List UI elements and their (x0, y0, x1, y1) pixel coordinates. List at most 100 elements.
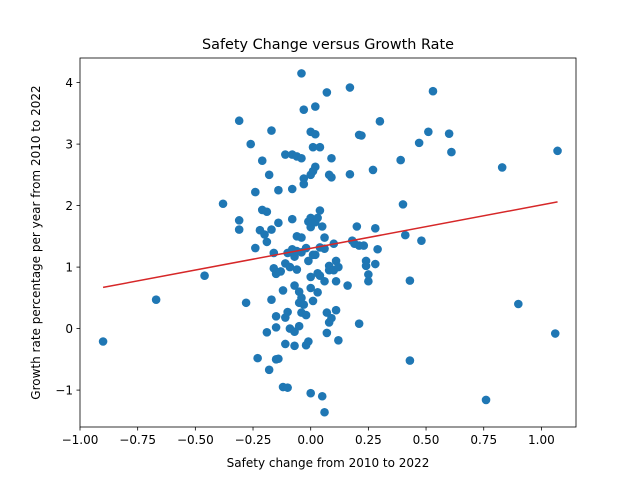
scatter-point (251, 187, 260, 197)
scatter-point (304, 256, 313, 266)
scatter-point (264, 365, 274, 375)
scatter-point (290, 281, 299, 290)
scatter-point (306, 388, 316, 398)
x-tick-label: −0.75 (119, 433, 156, 447)
points-layer (98, 69, 562, 417)
scatter-point (320, 276, 329, 286)
scatter-point (352, 222, 362, 231)
scatter-point (151, 295, 161, 304)
scatter-point (267, 126, 276, 135)
scatter-point (327, 313, 336, 323)
x-tick-label: −0.50 (177, 433, 214, 447)
y-tick-label: −1 (55, 383, 73, 397)
x-tick-label: 1.00 (528, 433, 555, 447)
scatter-point (357, 131, 366, 140)
scatter-point (320, 233, 329, 242)
scatter-point (267, 295, 276, 304)
scatter-point (514, 299, 523, 309)
scatter-point (234, 216, 244, 225)
scatter-point (241, 298, 251, 308)
plot-frame (79, 57, 577, 428)
scatter-point (271, 312, 281, 321)
scatter-point (414, 138, 424, 148)
scatter-point (313, 288, 322, 297)
scatter-point (334, 262, 343, 272)
scatter-point (317, 391, 327, 401)
scatter-point (444, 129, 454, 138)
scatter-point (322, 88, 332, 97)
scatter-point (315, 142, 325, 152)
scatter-point (285, 262, 295, 272)
scatter-point (283, 307, 292, 317)
scatter-point (428, 86, 438, 96)
scatter-point (274, 218, 283, 228)
x-tick-label: 0.25 (355, 433, 382, 447)
scatter-point (262, 207, 272, 217)
scatter-point (345, 83, 355, 92)
scatter-point (281, 339, 290, 349)
scatter-point (368, 165, 378, 175)
scatter-point (287, 184, 297, 194)
scatter-point (276, 267, 286, 276)
scatter-point (98, 337, 108, 346)
scatter-point (299, 179, 309, 189)
x-tick-label: −0.25 (235, 433, 272, 447)
scatter-point (370, 224, 380, 233)
scatter-point (550, 329, 560, 338)
scatter-point (262, 327, 272, 337)
scatter-point (260, 230, 269, 239)
scatter-point (361, 261, 371, 271)
scatter-point (264, 170, 274, 180)
scatter-point (274, 185, 283, 195)
scatter-point (297, 153, 306, 163)
trendline-layer (102, 201, 558, 289)
scatter-point (292, 265, 302, 274)
scatter-point (311, 162, 320, 172)
scatter-point (359, 241, 369, 250)
scatter-point (308, 296, 318, 306)
scatter-point (278, 286, 288, 295)
x-tick-label: 0.00 (297, 433, 324, 447)
y-tick-label: 4 (65, 76, 73, 90)
scatter-point (311, 102, 320, 111)
scatter-point (281, 150, 290, 159)
scatter-point (481, 395, 491, 405)
scatter-point (246, 139, 256, 149)
scatter-point (370, 259, 380, 269)
scatter-point (297, 69, 306, 78)
scatter-point (294, 321, 304, 331)
scatter-point (317, 222, 327, 231)
scatter-point (301, 310, 311, 320)
scatter-point (257, 156, 267, 165)
x-tick-label: 0.75 (470, 433, 497, 447)
scatter-point (251, 243, 260, 253)
scatter-point (396, 155, 405, 165)
scatter-point (405, 356, 415, 365)
scatter-point (313, 213, 322, 223)
x-axis-label: Safety change from 2010 to 2022 (227, 456, 430, 470)
x-tick-label: 0.50 (413, 433, 440, 447)
scatter-point (234, 225, 244, 234)
scatter-point (262, 237, 272, 247)
scatter-point (299, 105, 309, 114)
scatter-point (322, 328, 332, 338)
scatter-point (405, 276, 415, 285)
scatter-point (297, 293, 306, 303)
scatter-point (200, 271, 209, 281)
scatter-point (327, 173, 336, 182)
scatter-point (331, 276, 341, 286)
scatter-point (331, 305, 341, 315)
scatter-point (234, 116, 244, 126)
y-axis-ticks: −1 0 1 2 3 4 (55, 76, 80, 397)
scatter-point (311, 250, 320, 260)
x-axis-ticks: −1.00 −0.75 −0.50 −0.25 0.00 0.25 0.50 0.75 1.00 (62, 427, 555, 447)
scatter-point (218, 199, 228, 209)
scatter-point (345, 169, 355, 179)
scatter-point (283, 383, 292, 392)
scatter-point (327, 153, 336, 163)
scatter-point (311, 129, 320, 139)
scatter-point (320, 407, 329, 417)
scatter-point (287, 214, 297, 224)
scatter-point (299, 300, 309, 309)
